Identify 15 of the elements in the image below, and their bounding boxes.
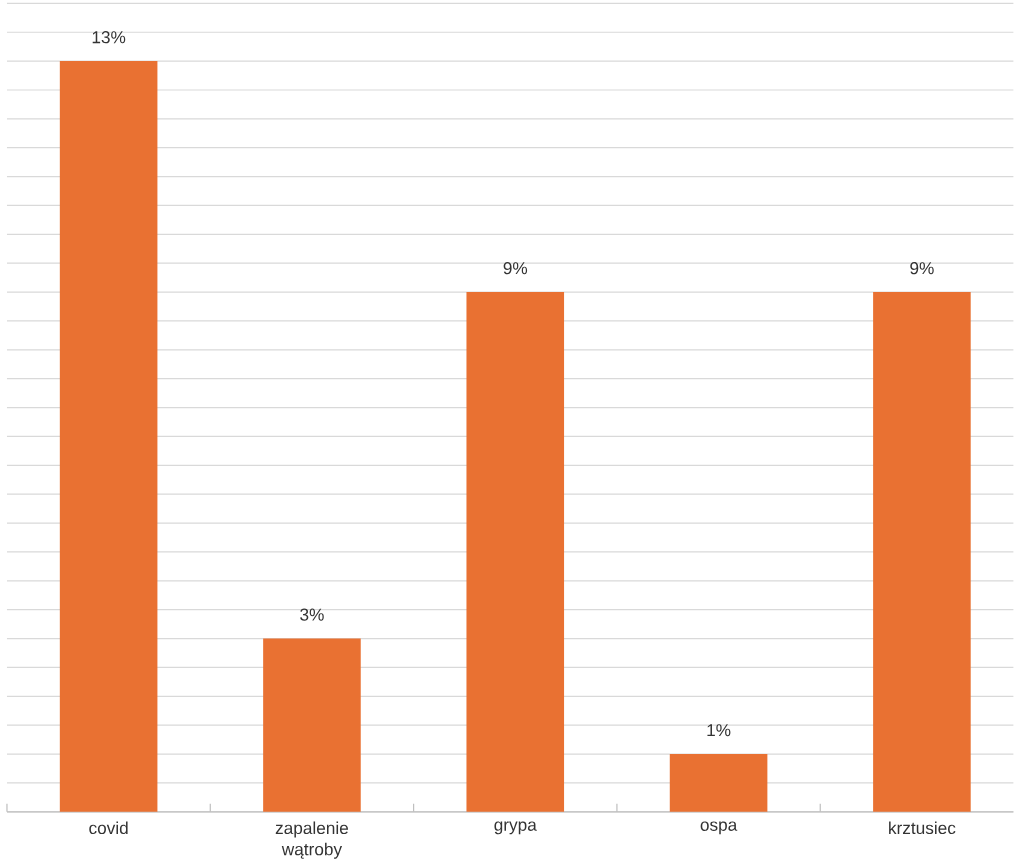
x-tick-label: zapalenie wątroby	[275, 821, 349, 859]
data-label: 13%	[92, 31, 126, 44]
bar	[263, 638, 361, 812]
x-tick-label: ospa	[700, 821, 738, 835]
bar	[873, 292, 971, 812]
bar	[466, 292, 565, 812]
data-label: 9%	[503, 262, 528, 275]
data-label: 9%	[910, 262, 934, 275]
x-tick-label: krztusiec	[889, 821, 956, 835]
bar	[59, 61, 158, 812]
data-label: 1%	[707, 724, 731, 737]
x-tick-label: grypa	[494, 821, 537, 835]
data-label: 3%	[300, 608, 324, 621]
x-tick-label: covid	[89, 821, 128, 835]
bar	[669, 753, 768, 812]
